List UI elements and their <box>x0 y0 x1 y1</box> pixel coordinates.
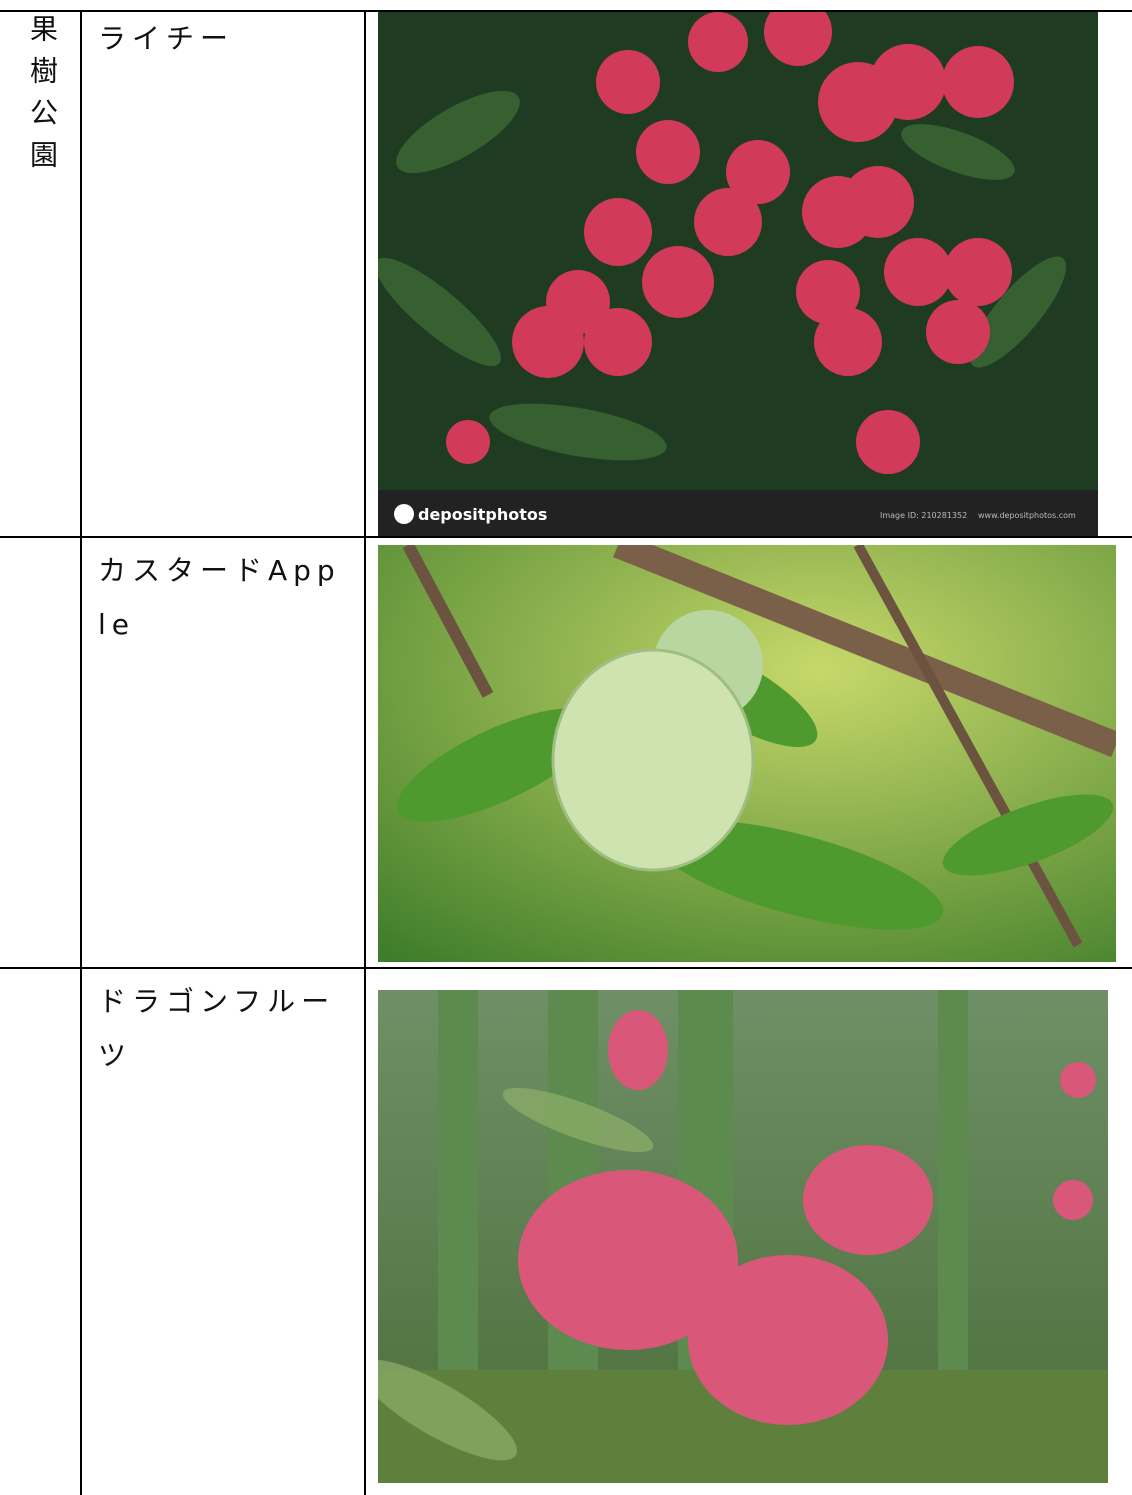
photo-art <box>378 545 1116 962</box>
column-border <box>80 10 82 1495</box>
custard-apple-photo <box>378 545 1116 962</box>
photo-art: depositphotos Image ID: 210281352 www.de… <box>378 12 1098 536</box>
fruit-name: ライチー <box>98 22 235 55</box>
fruit-name: カスタードApple <box>98 554 341 641</box>
dragon-fruit-photo <box>378 990 1108 1483</box>
photo-art <box>378 990 1108 1483</box>
watermark-url: www.depositphotos.com <box>978 511 1076 520</box>
row-border <box>0 967 1132 969</box>
table-border <box>0 10 1132 12</box>
row-border <box>0 536 1132 538</box>
watermark-brand: depositphotos <box>418 505 547 524</box>
fruit-name: ドラゴンフルーツ <box>98 985 336 1072</box>
side-label: 果樹公園 <box>26 14 59 182</box>
lychee-photo: depositphotos Image ID: 210281352 www.de… <box>378 12 1098 536</box>
watermark-id: Image ID: 210281352 <box>880 511 967 520</box>
column-border <box>364 10 366 1495</box>
